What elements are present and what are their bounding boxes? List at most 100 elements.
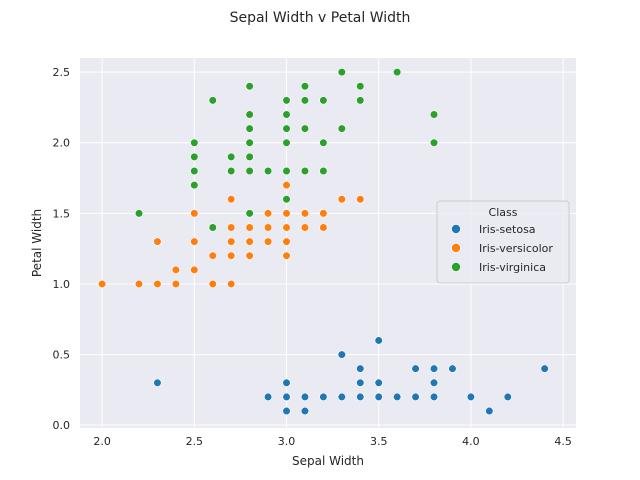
data-point: [319, 138, 328, 147]
data-point: [263, 223, 273, 232]
data-point: [245, 124, 254, 133]
data-point: [319, 96, 328, 105]
data-point: [245, 152, 254, 161]
data-point: [282, 124, 291, 133]
data-point: [208, 223, 217, 232]
data-point: [227, 237, 236, 246]
data-point: [374, 392, 383, 402]
data-point: [282, 251, 291, 260]
data-point: [153, 378, 162, 387]
data-point: [319, 392, 328, 402]
legend-marker: [451, 262, 461, 272]
data-point: [227, 166, 236, 176]
data-point: [134, 279, 144, 289]
data-point: [466, 392, 475, 402]
legend-marker: [451, 243, 461, 253]
data-point: [282, 406, 291, 416]
legend-label: Iris-virginica: [479, 261, 546, 274]
data-point: [429, 364, 439, 373]
x-tick-label: 2.5: [186, 435, 204, 448]
y-tick-label: 1.0: [53, 278, 71, 291]
data-point: [300, 96, 310, 105]
data-point: [300, 392, 310, 402]
y-tick-label: 2.0: [53, 137, 71, 150]
data-point: [429, 378, 439, 387]
data-point: [98, 279, 107, 289]
data-point: [190, 152, 199, 161]
data-point: [485, 406, 494, 416]
data-point: [503, 392, 512, 402]
data-point: [153, 279, 162, 289]
data-point: [429, 392, 439, 402]
legend-label: Iris-setosa: [479, 223, 536, 236]
data-point: [153, 237, 162, 246]
data-point: [356, 195, 365, 204]
data-point: [337, 392, 346, 402]
data-point: [208, 251, 217, 260]
x-tick-label: 4.0: [462, 435, 480, 448]
data-point: [263, 392, 273, 402]
x-axis-label: Sepal Width: [292, 454, 364, 468]
data-point: [282, 223, 291, 232]
data-point: [227, 251, 236, 260]
data-point: [208, 96, 217, 105]
data-point: [411, 392, 420, 402]
data-point: [190, 265, 199, 274]
data-point: [411, 364, 420, 373]
y-tick-label: 1.5: [53, 207, 71, 220]
x-tick-label: 2.0: [93, 435, 111, 448]
x-tick-label: 4.5: [554, 435, 572, 448]
x-tick-label: 3.5: [370, 435, 388, 448]
data-point: [356, 364, 365, 373]
data-point: [282, 209, 291, 218]
data-point: [245, 138, 254, 147]
data-point: [190, 166, 199, 176]
data-point: [227, 279, 236, 289]
chart-title: Sepal Width v Petal Width: [230, 10, 411, 26]
data-point: [245, 223, 254, 232]
data-point: [337, 124, 346, 133]
data-point: [227, 195, 236, 204]
legend: Class Iris-setosa Iris-versicolor Iris-vir…: [436, 200, 570, 284]
data-point: [245, 209, 254, 218]
data-point: [300, 406, 310, 416]
data-point: [319, 209, 328, 218]
data-point: [282, 96, 291, 105]
data-point: [245, 82, 254, 91]
y-tick-label: 0.5: [53, 349, 71, 362]
y-axis-label: Petal Width: [30, 209, 44, 277]
data-point: [356, 392, 365, 402]
data-point: [171, 279, 180, 289]
data-point: [319, 223, 328, 232]
data-point: [429, 110, 439, 119]
data-point: [227, 223, 236, 232]
legend-label: Iris-versicolor: [479, 242, 553, 255]
tick-labels: 2.0 2.5 3.0 3.5 4.0 4.5 0.0 0.5 1.0 1.5 2.0 2.5: [53, 66, 572, 448]
legend-marker: [451, 224, 461, 234]
y-tick-label: 0.0: [53, 419, 71, 432]
data-point: [263, 237, 273, 246]
data-point: [208, 279, 217, 289]
data-point: [356, 82, 365, 91]
data-point: [190, 138, 199, 147]
legend-title: Class: [489, 206, 518, 219]
data-point: [134, 209, 144, 218]
data-point: [374, 336, 383, 345]
data-point: [190, 237, 199, 246]
data-point: [282, 138, 291, 147]
data-point: [374, 378, 383, 387]
data-point: [300, 82, 310, 91]
data-point: [337, 350, 346, 359]
data-point: [245, 237, 254, 246]
data-point: [245, 251, 254, 260]
y-tick-label: 2.5: [53, 66, 71, 79]
data-point: [300, 124, 310, 133]
data-point: [190, 180, 199, 190]
data-point: [319, 166, 328, 176]
data-point: [227, 152, 236, 161]
data-point: [171, 265, 180, 274]
data-point: [300, 166, 310, 176]
series-iris-setosa: [153, 336, 549, 416]
data-point: [393, 392, 402, 402]
